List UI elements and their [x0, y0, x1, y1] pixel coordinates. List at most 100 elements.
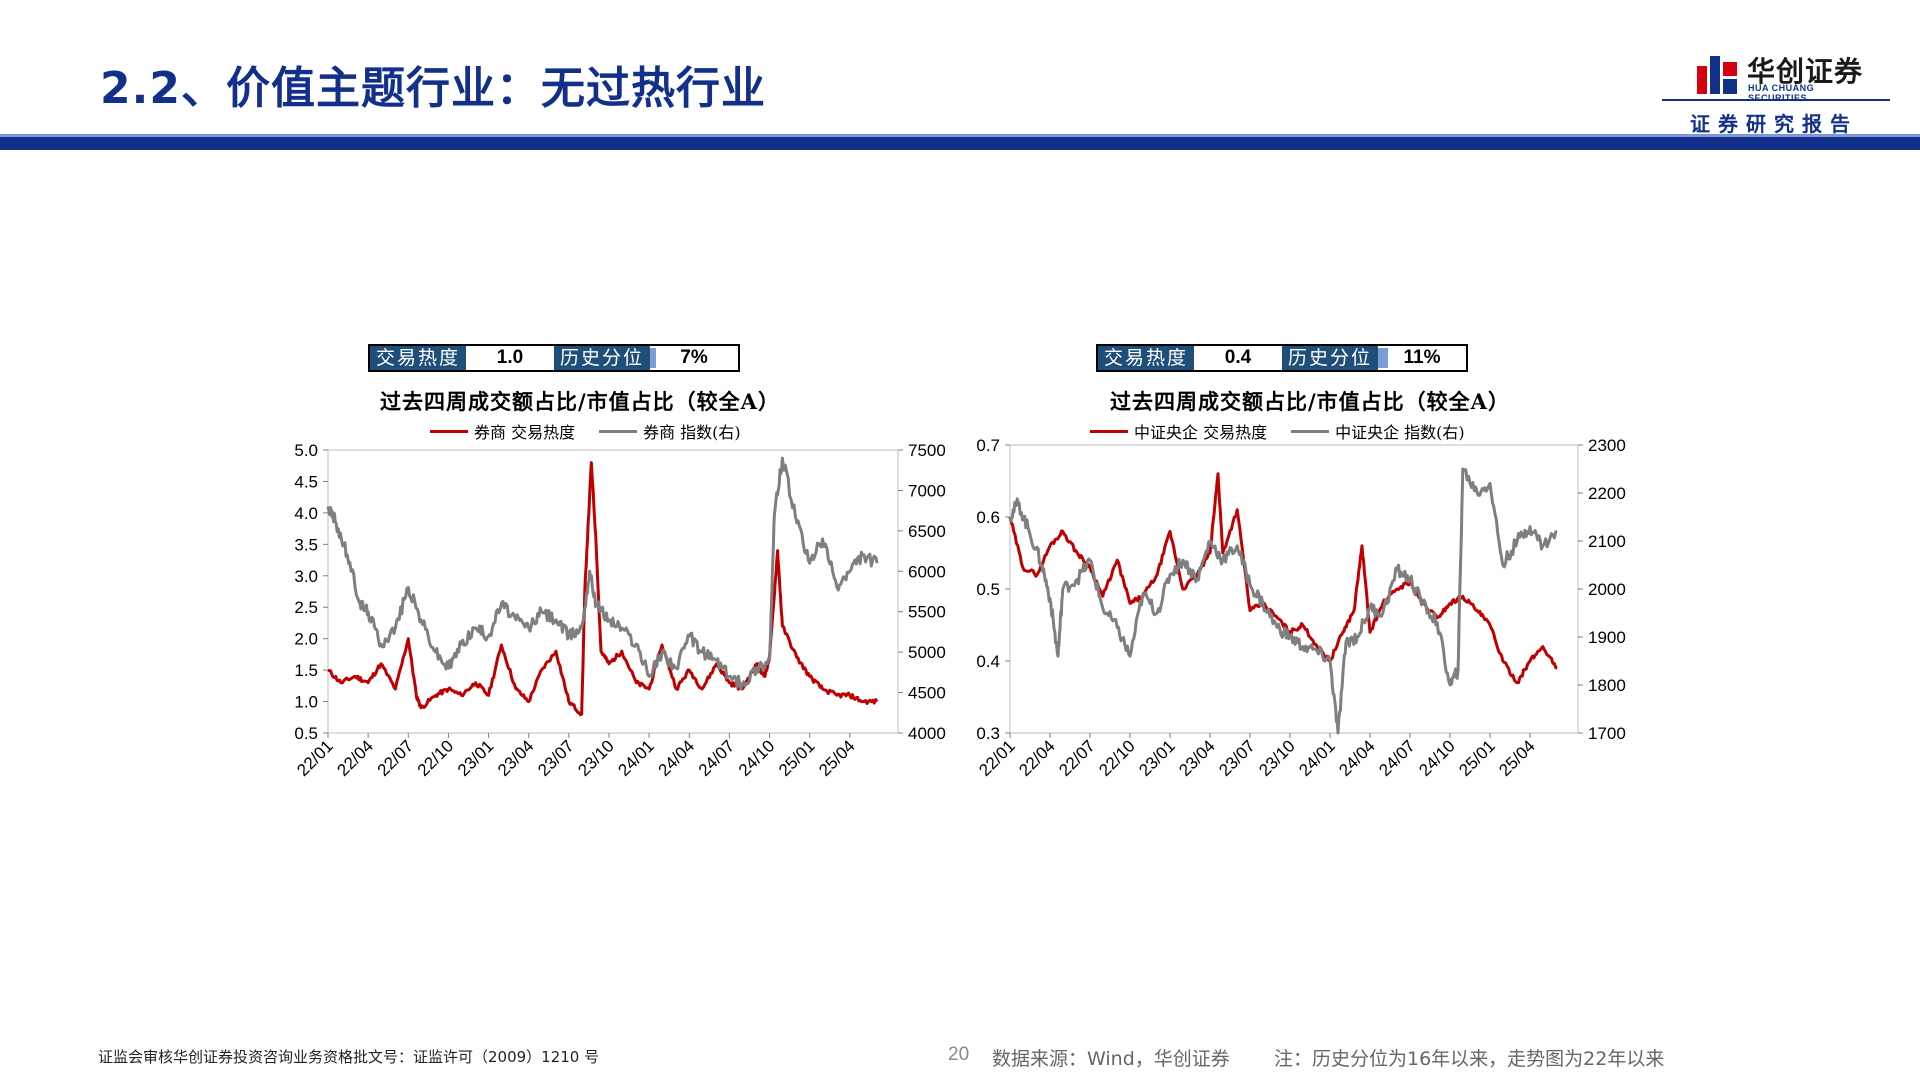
left-tick-label: 0.5 [294, 724, 318, 743]
legend-label: 中证央企 指数(右) [1335, 423, 1465, 442]
logo-divider [1662, 99, 1890, 101]
x-tick-label: 24/07 [1375, 736, 1419, 780]
pct-cell: 7% [650, 346, 738, 370]
heat-value: 1.0 [496, 347, 524, 368]
x-tick-label: 25/04 [815, 736, 859, 780]
legend-swatch [599, 429, 638, 433]
chart-legend-1: 券商 交易热度 券商 指数(右) [430, 419, 765, 443]
license-text: 证监会审核华创证券投资咨询业务资格批文号：证监许可（2009）1210 号 [98, 1048, 600, 1066]
series-line-heat [327, 461, 879, 717]
x-tick-label: 22/10 [1095, 736, 1139, 780]
stat-box-2: 交易热度 0.4 历史分位 11% [1096, 344, 1468, 372]
x-tick-label: 22/10 [414, 736, 458, 780]
stat-box-1: 交易热度 1.0 历史分位 7% [368, 344, 740, 372]
line-chart-central-soe: 0.3 0.4 0.5 0.6 0.7 1700 1800 1900 2000 2100 2200 2… [975, 436, 1626, 780]
heat-label: 交易热度 [1098, 346, 1194, 370]
pct-fill-bar [1378, 348, 1388, 368]
legend-label: 券商 交易热度 [474, 423, 576, 442]
heat-value: 0.4 [1224, 347, 1252, 368]
pct-value: 7% [680, 347, 708, 368]
legend-item: 中证央企 指数(右) [1291, 419, 1465, 443]
page-title: 2.2、价值主题行业：无过热行业 [100, 63, 766, 114]
right-tick-label: 2200 [1588, 484, 1626, 503]
left-tick-label: 1.5 [294, 661, 318, 680]
chart-title-2: 过去四周成交额占比/市值占比（较全A） [1110, 389, 1510, 414]
right-tick-label: 6000 [908, 562, 946, 581]
data-note: 注：历史分位为16年以来，走势图为22年以来 [1274, 1048, 1665, 1070]
legend-swatch [1291, 429, 1330, 433]
x-tick-label: 25/04 [1495, 736, 1539, 780]
x-tick-label: 24/10 [735, 736, 779, 780]
x-tick-label: 24/07 [695, 736, 739, 780]
left-tick-label: 1.0 [294, 693, 318, 712]
x-tick-label: 24/01 [614, 736, 658, 780]
right-tick-label: 5000 [908, 643, 946, 662]
right-tick-label: 4500 [908, 684, 946, 703]
pct-fill-bar [650, 348, 657, 368]
page-number: 20 [948, 1044, 970, 1065]
x-tick-label: 23/10 [574, 736, 618, 780]
series-line-heat [1008, 472, 1558, 685]
chart-legend-2: 中证央企 交易热度 中证央企 指数(右) [1090, 419, 1489, 443]
right-tick-label: 2100 [1588, 532, 1626, 551]
x-tick-label: 23/07 [1215, 736, 1259, 780]
right-tick-label: 2300 [1588, 436, 1626, 455]
series-line-index [1008, 467, 1558, 735]
x-tick-label: 23/10 [1255, 736, 1299, 780]
x-tick-label: 23/01 [1135, 736, 1179, 780]
series-line-index [326, 456, 879, 691]
report-tag: 证券研究报告 [1690, 112, 1858, 136]
x-tick-label: 23/04 [494, 736, 538, 780]
right-tick-label: 2000 [1588, 580, 1626, 599]
left-tick-label: 0.4 [976, 652, 1000, 671]
right-tick-label: 7000 [908, 481, 946, 500]
x-tick-label: 24/04 [1335, 736, 1379, 780]
x-tick-label: 24/01 [1295, 736, 1339, 780]
left-tick-label: 3.0 [294, 567, 318, 586]
left-tick-label: 3.5 [294, 535, 318, 554]
legend-label: 券商 指数(右) [643, 423, 741, 442]
right-tick-label: 1700 [1588, 724, 1626, 743]
header-band [0, 134, 1920, 150]
x-tick-label: 25/01 [775, 736, 819, 780]
left-tick-label: 5.0 [294, 441, 318, 460]
right-tick-label: 1800 [1588, 676, 1626, 695]
brand-logo: 华创证券 HUA CHUANG SECURITIES [1695, 50, 1875, 103]
legend-label: 中证央企 交易热度 [1134, 423, 1268, 442]
right-tick-label: 1900 [1588, 628, 1626, 647]
x-tick-label: 23/04 [1175, 736, 1219, 780]
pct-label: 历史分位 [1282, 346, 1378, 370]
data-source: 数据来源：Wind，华创证券 [992, 1048, 1230, 1070]
x-tick-label: 24/04 [655, 736, 699, 780]
plot-frame [327, 449, 899, 734]
x-tick-label: 23/01 [454, 736, 498, 780]
left-tick-label: 2.0 [294, 630, 318, 649]
header-band-highlight [0, 134, 1920, 137]
x-tick-label: 22/04 [333, 736, 377, 780]
right-tick-label: 5500 [908, 603, 946, 622]
x-tick-label: 22/07 [1055, 736, 1099, 780]
pct-cell: 11% [1378, 346, 1466, 370]
pct-value: 11% [1403, 347, 1441, 368]
logo-text-cn: 华创证券 [1747, 55, 1864, 88]
left-tick-label: 0.3 [976, 724, 1000, 743]
legend-item: 券商 交易热度 [430, 419, 575, 443]
left-tick-label: 2.5 [294, 598, 318, 617]
logo-text-en: HUA CHUANG SECURITIES [1748, 83, 1815, 103]
chart-title-1: 过去四周成交额占比/市值占比（较全A） [380, 389, 780, 414]
legend-swatch [430, 429, 468, 433]
right-tick-label: 6500 [908, 522, 946, 541]
right-tick-label: 4000 [908, 724, 946, 743]
legend-item: 券商 指数(右) [599, 419, 741, 443]
legend-swatch [1090, 429, 1128, 433]
left-tick-label: 0.6 [976, 508, 1000, 527]
x-tick-label: 22/04 [1015, 736, 1059, 780]
legend-item: 中证央企 交易热度 [1090, 419, 1267, 443]
logo-mark-icon [1697, 56, 1737, 94]
x-tick-label: 23/07 [534, 736, 578, 780]
line-chart-brokers: 0.5 1.0 1.5 2.0 2.5 3.0 3.5 4.0 4.5 5.0 4000 4500 50… [293, 441, 946, 780]
right-tick-label: 7500 [908, 441, 946, 460]
heat-label: 交易热度 [370, 346, 466, 370]
x-tick-label: 24/10 [1415, 736, 1459, 780]
left-tick-label: 0.7 [976, 436, 1000, 455]
